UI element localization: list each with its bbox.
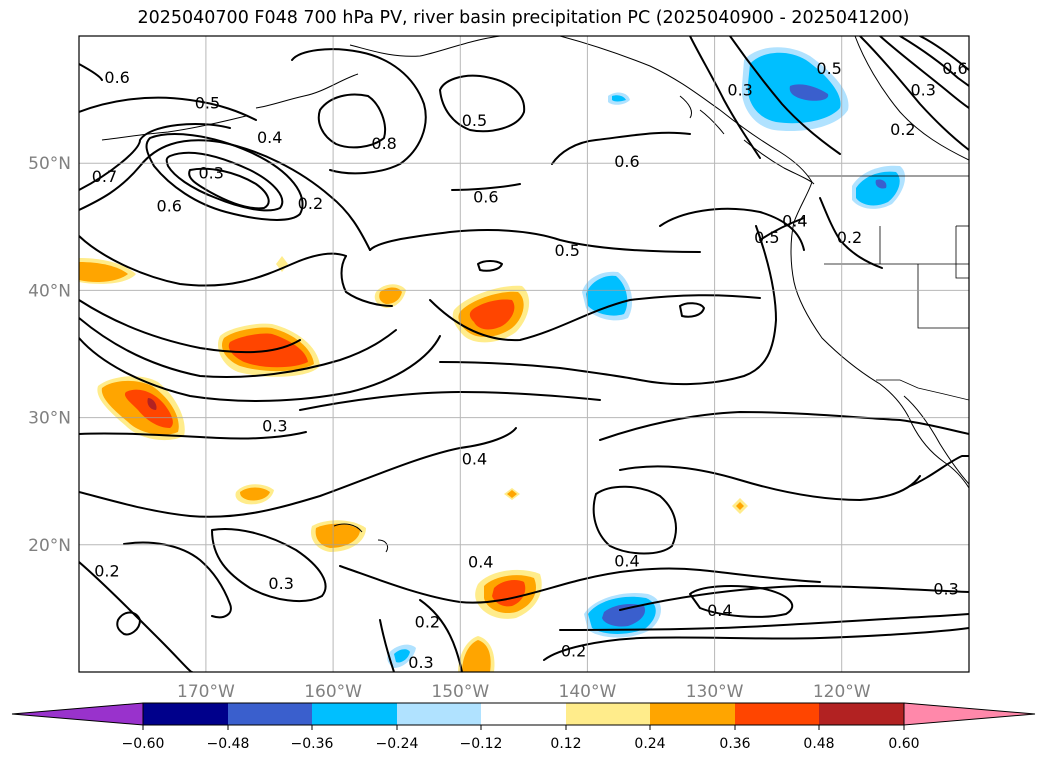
lat-tick-label: 50°N (28, 154, 71, 174)
contour-label: 0.3 (911, 81, 936, 100)
contour-label: 0.2 (94, 562, 119, 581)
colorbar-tick-label: −0.48 (207, 736, 250, 752)
lon-tick-label: 140°W (559, 682, 617, 702)
contour-label: 0.5 (555, 241, 580, 260)
colorbar-segment (228, 703, 312, 725)
colorbar-segment (819, 703, 904, 725)
lon-tick-label: 130°W (686, 682, 744, 702)
lat-tick-label: 20°N (28, 536, 71, 556)
contour-labels: 0.60.50.40.30.20.60.70.80.50.60.60.50.30… (92, 59, 968, 672)
colorbar-tick-label: −0.24 (376, 736, 419, 752)
colorbar-tick-label: 0.48 (803, 736, 834, 752)
contour-label: 0.2 (561, 642, 586, 661)
contour-label: 0.6 (473, 188, 498, 207)
map-frame (78, 35, 970, 673)
colorbar-tick-label: 0.60 (888, 736, 919, 752)
colorbar-segment (312, 703, 397, 725)
contour-label: 0.3 (199, 163, 224, 182)
coastlines (101, 36, 969, 553)
colorbar-tick-label: 0.36 (719, 736, 750, 752)
contour-label: 0.5 (754, 228, 779, 247)
lon-tick-label: 120°W (813, 682, 871, 702)
colorbar: −0.60 −0.48 −0.36 −0.24 −0.12 0.12 0.24 … (11, 702, 1036, 752)
contour-label: 0.6 (942, 59, 967, 78)
colorbar-extend-high (903, 702, 1036, 726)
contour-label: 0.3 (933, 579, 958, 598)
contour-label: 0.5 (195, 93, 220, 112)
lon-tick-label: 150°W (431, 682, 489, 702)
contour-label: 0.8 (371, 134, 396, 153)
contour-label: 0.4 (462, 450, 487, 469)
contour-label: 0.6 (614, 152, 639, 171)
contour-label: 0.4 (707, 601, 732, 620)
colorbar-segment (397, 703, 481, 725)
contour-label: 0.4 (468, 553, 493, 572)
colorbar-segment (735, 703, 819, 725)
colorbar-segment (566, 703, 650, 725)
contour-label: 0.5 (816, 59, 841, 78)
colorbar-segment (143, 703, 228, 725)
pv-contours (79, 36, 969, 672)
contour-label: 0.4 (257, 128, 282, 147)
colorbar-tick-label: −0.60 (122, 736, 165, 752)
contour-label: 0.2 (298, 194, 323, 213)
lon-tick-label: 170°W (177, 682, 235, 702)
colorbar-segment (481, 703, 566, 725)
colorbar-tick-label: −0.12 (460, 736, 503, 752)
latitude-axis: 20°N 30°N 40°N 50°N (28, 154, 71, 556)
contour-label: 0.3 (262, 417, 287, 436)
contour-label: 0.2 (890, 120, 915, 139)
colorbar-segment (650, 703, 735, 725)
political-borders (808, 175, 969, 401)
contour-label: 0.7 (92, 167, 117, 186)
contour-label: 0.4 (614, 551, 639, 570)
map-plot-area: 0.60.50.40.30.20.60.70.80.50.60.60.50.30… (79, 36, 969, 672)
longitude-axis: 170°W 160°W 150°W 140°W 130°W 120°W (177, 682, 871, 702)
map-title: 2025040700 F048 700 hPa PV, river basin … (137, 8, 910, 28)
colorbar-tick-label: 0.12 (550, 736, 581, 752)
contour-label: 0.2 (837, 228, 862, 247)
colorbar-extend-low (11, 702, 144, 726)
contour-label: 0.2 (415, 612, 440, 631)
contour-label: 0.3 (727, 81, 752, 100)
contour-label: 0.4 (782, 212, 807, 231)
contour-label: 0.3 (408, 653, 433, 672)
lon-tick-label: 160°W (304, 682, 362, 702)
contour-label: 0.3 (268, 574, 293, 593)
contour-label: 0.6 (157, 196, 182, 215)
gridlines (79, 36, 969, 672)
contour-label: 0.5 (462, 111, 487, 130)
colorbar-tick-label: −0.36 (291, 736, 334, 752)
colorbar-tick-label: 0.24 (634, 736, 665, 752)
lat-tick-label: 30°N (28, 409, 71, 429)
lat-tick-label: 40°N (28, 281, 71, 301)
contour-label: 0.6 (104, 68, 129, 87)
